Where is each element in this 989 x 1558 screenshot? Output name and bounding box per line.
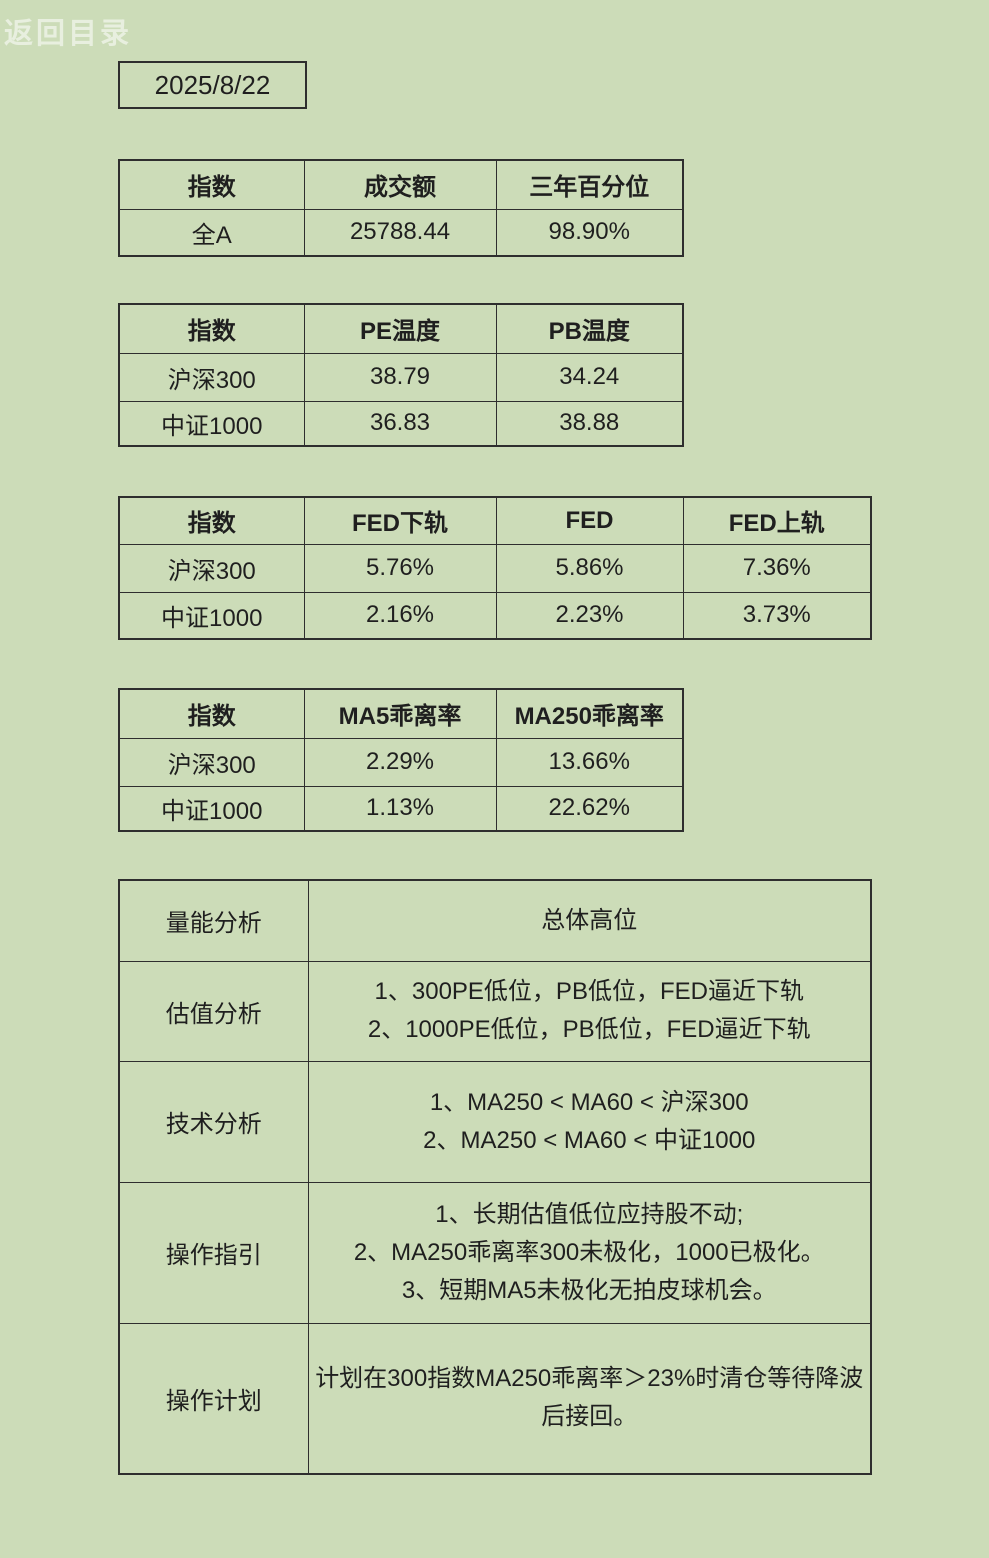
date-text: 2025/8/22 xyxy=(154,69,271,100)
data-cell: 1.13% xyxy=(303,785,497,832)
content-line: 1、长期估值低位应持股不动; xyxy=(435,1200,744,1228)
data-cell: 3.73% xyxy=(682,591,872,640)
table-row: 沪深300 2.29% 13.66% xyxy=(118,737,684,787)
data-cell: 38.88 xyxy=(495,400,684,447)
content-line: 总体高位 xyxy=(541,906,638,934)
content-cell: 1、300PE低位，PB低位，FED逼近下轨 2、1000PE低位，PB低位，F… xyxy=(307,960,872,1062)
table-row: 沪深300 38.79 34.24 xyxy=(118,352,684,402)
content-line: 3、短期MA5未极化无拍皮球机会。 xyxy=(401,1276,777,1304)
header-cell: MA5乖离率 xyxy=(303,688,497,739)
header-cell: 指数 xyxy=(118,688,305,739)
data-cell: 13.66% xyxy=(495,737,684,787)
date-cell: 2025/8/22 xyxy=(118,61,307,109)
data-cell: 34.24 xyxy=(495,352,684,402)
data-cell: 中证1000 xyxy=(118,785,305,832)
data-cell: 沪深300 xyxy=(118,352,305,402)
data-cell: 5.76% xyxy=(303,543,497,593)
header-cell: PE温度 xyxy=(303,303,497,354)
table-header-row: 指数 FED下轨 FED FED上轨 xyxy=(118,496,872,545)
back-to-toc-link[interactable]: 返回目录 xyxy=(4,18,133,50)
temperature-table: 指数 PE温度 PB温度 沪深300 38.79 34.24 中证1000 36… xyxy=(118,303,684,447)
label-cell: 操作指引 xyxy=(118,1181,309,1324)
content-cell: 计划在300指数MA250乖离率＞23%时清仓等待降波后接回。 xyxy=(307,1322,872,1475)
data-cell: 36.83 xyxy=(303,400,497,447)
bias-table: 指数 MA5乖离率 MA250乖离率 沪深300 2.29% 13.66% 中证… xyxy=(118,688,684,832)
content-line: 2、MA250 < MA60 < 中证1000 xyxy=(423,1126,756,1154)
header-cell: FED上轨 xyxy=(682,496,872,545)
table-header-row: 指数 MA5乖离率 MA250乖离率 xyxy=(118,688,684,739)
volume-table: 指数 成交额 三年百分位 全A 25788.44 98.90% xyxy=(118,159,684,257)
data-cell: 2.23% xyxy=(495,591,684,640)
table-header-row: 指数 成交额 三年百分位 xyxy=(118,159,684,210)
data-cell: 中证1000 xyxy=(118,400,305,447)
header-cell: FED下轨 xyxy=(303,496,497,545)
header-cell: 成交额 xyxy=(303,159,497,210)
header-cell: FED xyxy=(495,496,684,545)
content-cell: 1、MA250 < MA60 < 沪深300 2、MA250 < MA60 < … xyxy=(307,1060,872,1183)
data-cell: 5.86% xyxy=(495,543,684,593)
header-cell: 三年百分位 xyxy=(495,159,684,210)
content-cell: 1、长期估值低位应持股不动; 2、MA250乖离率300未极化，1000已极化。… xyxy=(307,1181,872,1324)
table-row: 中证1000 36.83 38.88 xyxy=(118,400,684,447)
content-line: 1、300PE低位，PB低位，FED逼近下轨 xyxy=(374,978,804,1005)
header-cell: PB温度 xyxy=(495,303,684,354)
analysis-row-guideline: 操作指引 1、长期估值低位应持股不动; 2、MA250乖离率300未极化，100… xyxy=(118,1181,872,1324)
table-row: 中证1000 1.13% 22.62% xyxy=(118,785,684,832)
data-cell: 38.79 xyxy=(303,352,497,402)
analysis-row-volume: 量能分析 总体高位 xyxy=(118,879,872,962)
label-cell: 操作计划 xyxy=(118,1322,309,1475)
data-cell: 25788.44 xyxy=(303,208,497,257)
header-cell: 指数 xyxy=(118,496,305,545)
data-cell: 沪深300 xyxy=(118,543,305,593)
fed-table: 指数 FED下轨 FED FED上轨 沪深300 5.76% 5.86% 7.3… xyxy=(118,496,872,640)
analysis-table: 量能分析 总体高位 估值分析 1、300PE低位，PB低位，FED逼近下轨 2、… xyxy=(118,879,872,1475)
data-cell: 7.36% xyxy=(682,543,872,593)
analysis-row-plan: 操作计划 计划在300指数MA250乖离率＞23%时清仓等待降波后接回。 xyxy=(118,1322,872,1475)
data-cell: 2.29% xyxy=(303,737,497,787)
content-line: 2、MA250乖离率300未极化，1000已极化。 xyxy=(353,1238,825,1266)
analysis-row-technical: 技术分析 1、MA250 < MA60 < 沪深300 2、MA250 < MA… xyxy=(118,1060,872,1183)
data-cell: 2.16% xyxy=(303,591,497,640)
content-cell: 总体高位 xyxy=(307,879,872,962)
data-cell: 22.62% xyxy=(495,785,684,832)
table-row: 沪深300 5.76% 5.86% 7.36% xyxy=(118,543,872,593)
data-cell: 中证1000 xyxy=(118,591,305,640)
table-header-row: 指数 PE温度 PB温度 xyxy=(118,303,684,354)
content-line: 2、1000PE低位，PB低位，FED逼近下轨 xyxy=(367,1016,811,1043)
data-cell: 沪深300 xyxy=(118,737,305,787)
header-cell: 指数 xyxy=(118,159,305,210)
header-cell: 指数 xyxy=(118,303,305,354)
data-cell: 全A xyxy=(118,208,305,257)
data-cell: 98.90% xyxy=(495,208,684,257)
table-row: 中证1000 2.16% 2.23% 3.73% xyxy=(118,591,872,640)
header-cell: MA250乖离率 xyxy=(495,688,684,739)
content-line: 计划在300指数MA250乖离率＞23%时清仓等待降波后接回。 xyxy=(315,1365,864,1431)
content-line: 1、MA250 < MA60 < 沪深300 xyxy=(429,1088,749,1116)
label-cell: 量能分析 xyxy=(118,879,309,962)
label-cell: 技术分析 xyxy=(118,1060,309,1183)
table-row: 全A 25788.44 98.90% xyxy=(118,208,684,257)
analysis-row-valuation: 估值分析 1、300PE低位，PB低位，FED逼近下轨 2、1000PE低位，P… xyxy=(118,960,872,1062)
label-cell: 估值分析 xyxy=(118,960,309,1062)
